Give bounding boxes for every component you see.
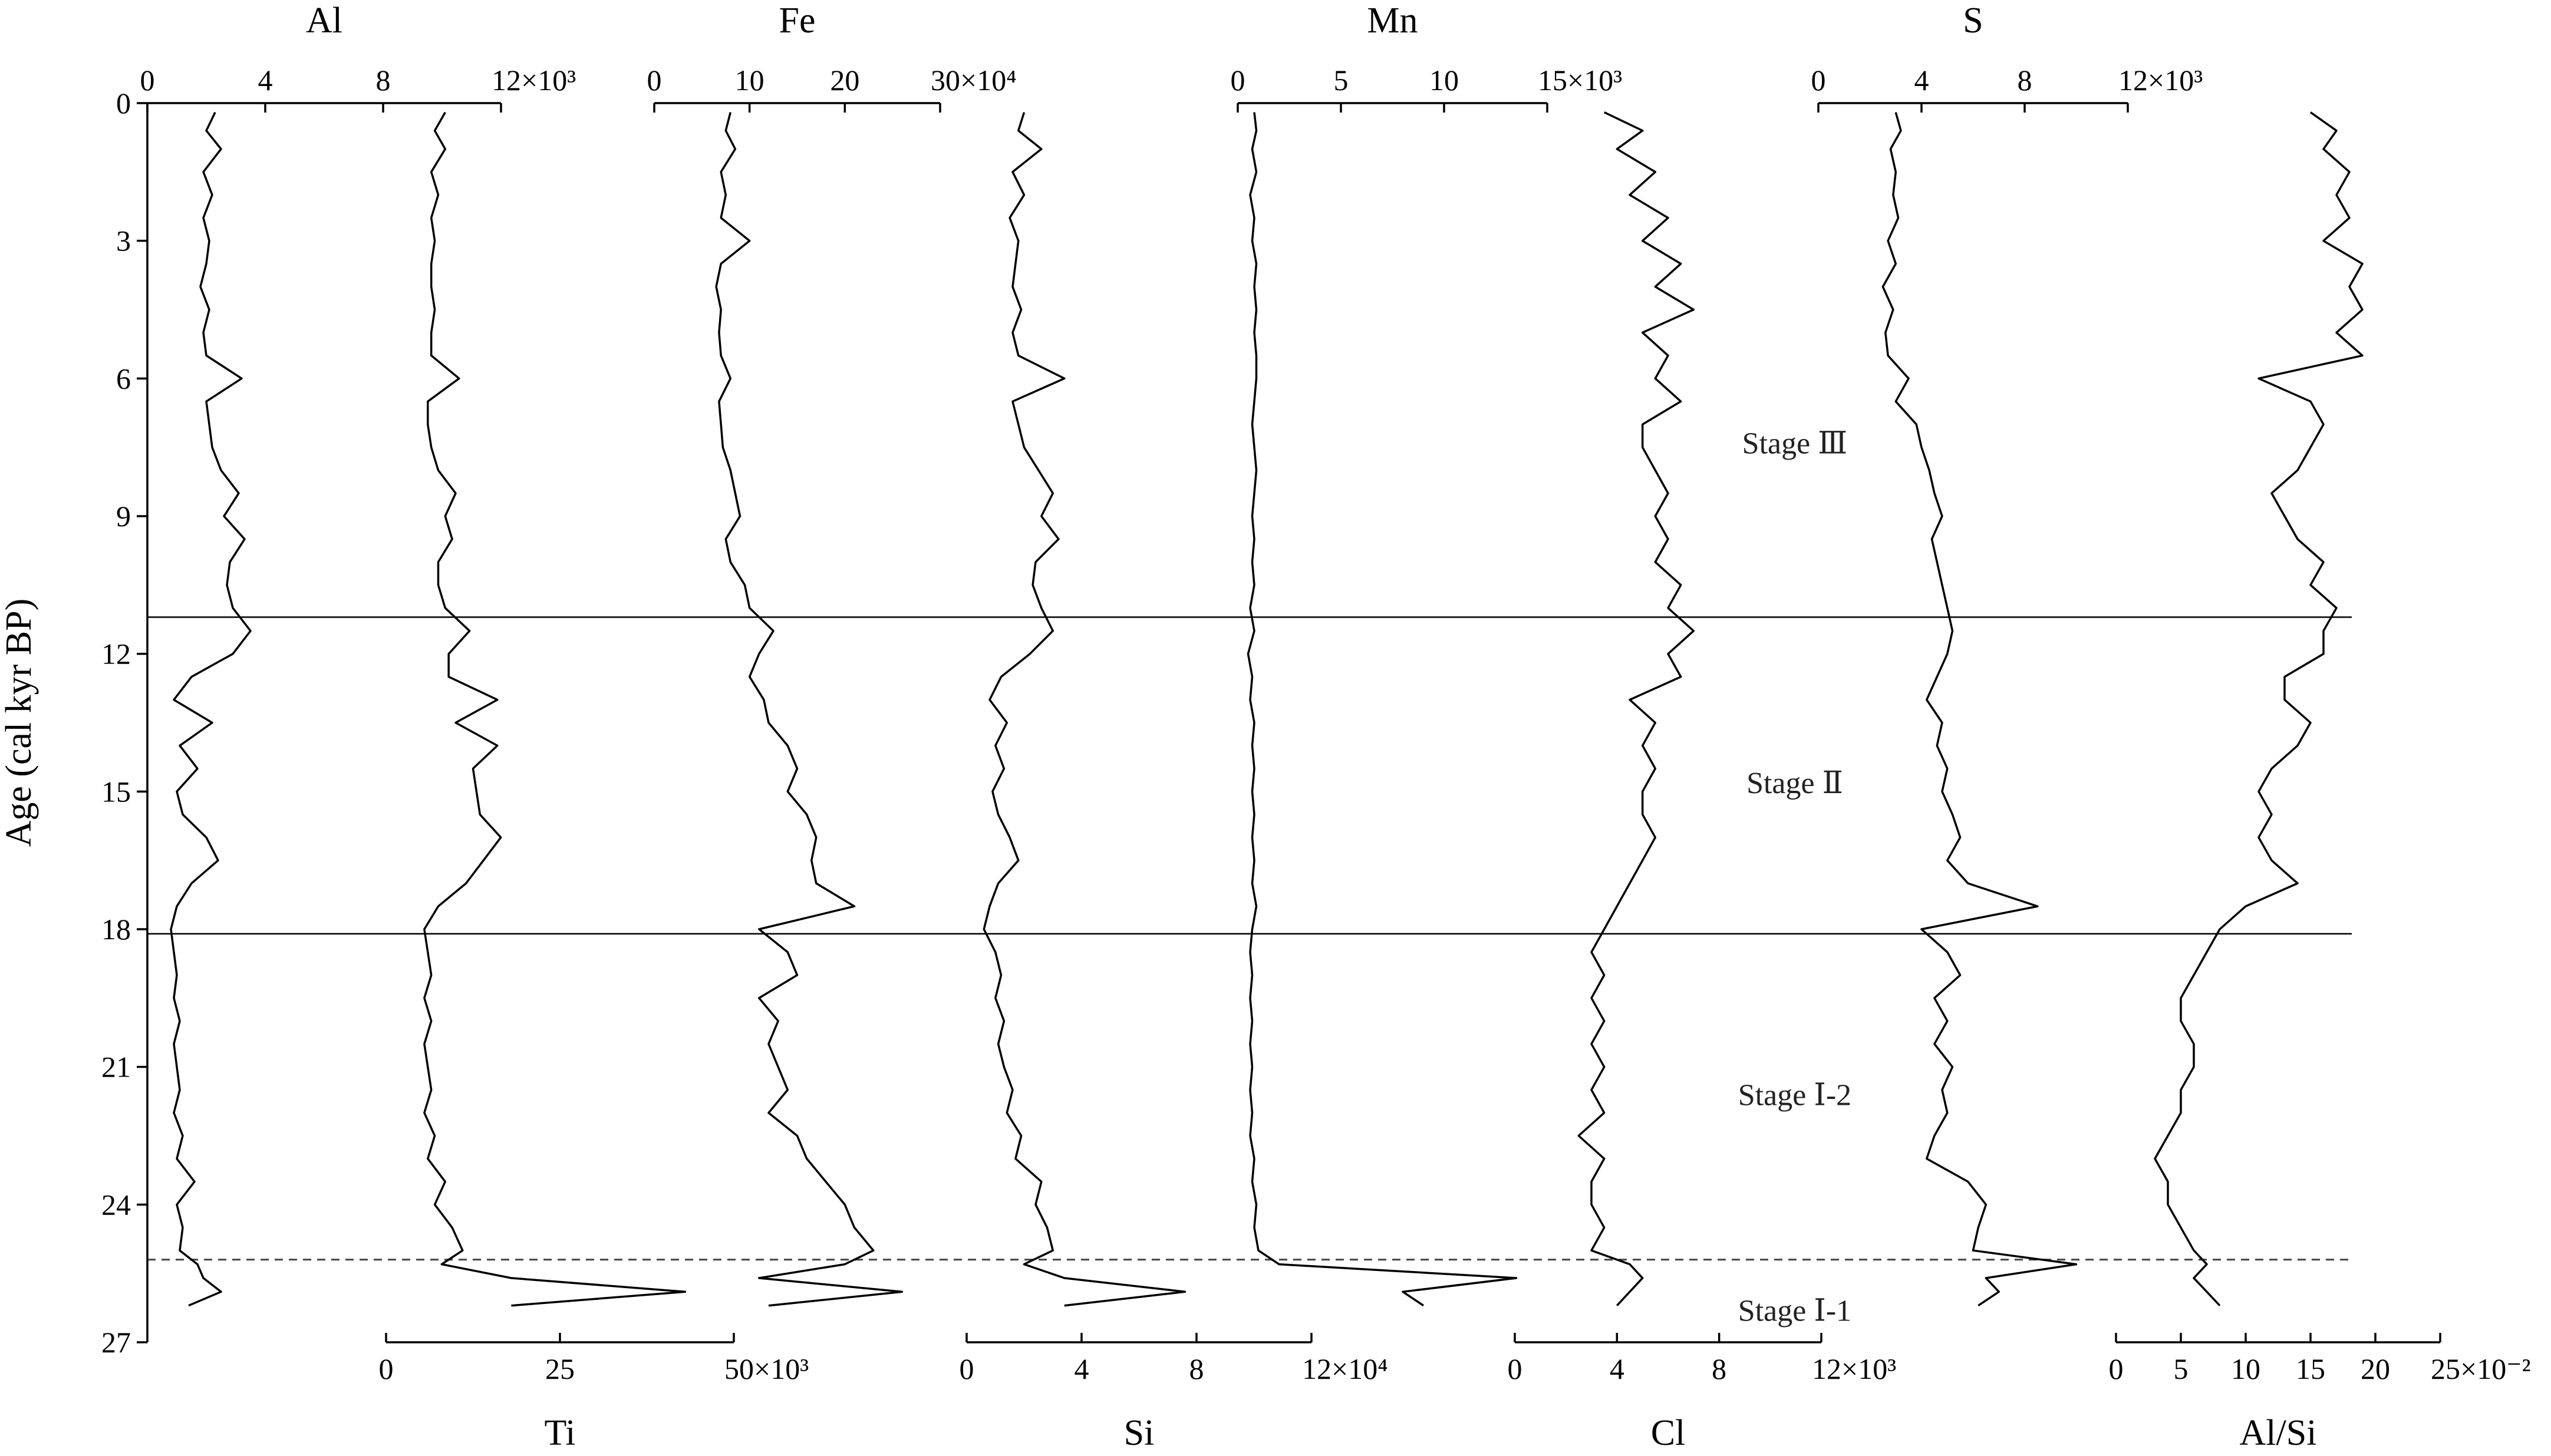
ti-title: Ti (545, 1413, 576, 1453)
al-title: Al (306, 1, 342, 41)
fe-tick-label: 20 (830, 64, 859, 97)
panel-mn: 0 5 10 15×10³ Mn (1231, 1, 1622, 1307)
panel-cl: 0 4 8 12×10³ Cl (1508, 111, 1896, 1453)
si-series-line (983, 112, 1186, 1307)
cl-tick-label: 4 (1610, 1352, 1624, 1385)
stage-label: Stage Ⅰ-1 (1738, 1294, 1851, 1328)
age-tick-label: 12 (101, 638, 131, 671)
s-tick-label: 0 (1811, 64, 1826, 97)
fe-tick-label: 30×10⁴ (931, 64, 1017, 97)
mn-title: Mn (1367, 1, 1418, 41)
si-tick-label: 4 (1075, 1352, 1089, 1385)
mn-series-line (1247, 112, 1518, 1307)
si-tick-label: 12×10⁴ (1302, 1352, 1388, 1385)
fe-tick-label: 10 (735, 64, 764, 97)
age-tick-label: 9 (116, 500, 131, 533)
al-si-series-line (2154, 111, 2364, 1306)
stage-label: Stage Ⅲ (1742, 427, 1848, 460)
fe-series-line (715, 112, 904, 1307)
panel-ti: 0 25 50×10³ Ti (379, 111, 809, 1453)
mn-tick-label: 5 (1334, 64, 1349, 97)
ti-series-line (423, 111, 687, 1307)
si-title: Si (1124, 1413, 1155, 1453)
age-tick-label: 6 (116, 362, 131, 395)
al-tick-label: 12×10³ (492, 64, 576, 97)
age-axis: 0 3 6 9 12 15 18 21 24 27 Age (cal kyr BP) (0, 87, 149, 1359)
mn-tick-label: 10 (1429, 64, 1459, 97)
cl-tick-label: 0 (1508, 1352, 1522, 1385)
age-tick-label: 18 (101, 913, 131, 946)
cl-series-line (1577, 111, 1695, 1306)
panel-si: 0 4 8 12×10⁴ Si (960, 112, 1388, 1453)
al-si-title: Al/Si (2240, 1413, 2317, 1453)
cl-title: Cl (1651, 1413, 1686, 1453)
element-panels: 0 4 8 12×10³ Al 0 25 50×10³ Ti 0 10 20 30×10⁴ Fe 0 4 8 12… (140, 1, 2531, 1453)
fe-tick-label: 0 (647, 64, 662, 97)
al-tick-label: 0 (140, 64, 155, 97)
age-tick-label: 24 (101, 1188, 131, 1221)
fe-title: Fe (779, 1, 816, 41)
s-tick-label: 8 (2018, 64, 2032, 97)
s-tick-label: 4 (1914, 64, 1929, 97)
al-si-tick-label: 25×10⁻² (2431, 1352, 2531, 1385)
ti-tick-label: 0 (379, 1352, 394, 1385)
panel-fe: 0 10 20 30×10⁴ Fe (647, 1, 1017, 1307)
al-si-tick-label: 15 (2296, 1352, 2325, 1385)
al-series-line (170, 111, 252, 1307)
panel-al-si: 0 5 10 15 20 25×10⁻² Al/Si (2109, 111, 2531, 1453)
age-tick-label: 3 (116, 224, 131, 257)
al-tick-label: 8 (376, 64, 391, 97)
panel-s: 0 4 8 12×10³ S (1811, 1, 2203, 1307)
mn-tick-label: 15×10³ (1538, 64, 1622, 97)
cl-tick-label: 12×10³ (1812, 1352, 1896, 1385)
age-tick-label: 15 (101, 775, 131, 808)
cl-tick-label: 8 (1712, 1352, 1726, 1385)
al-si-tick-label: 5 (2174, 1352, 2189, 1385)
mn-tick-label: 0 (1231, 64, 1245, 97)
stage-label: Stage Ⅰ-2 (1738, 1078, 1851, 1112)
panel-al: 0 4 8 12×10³ Al (140, 1, 576, 1307)
si-tick-label: 0 (960, 1352, 974, 1385)
ti-tick-label: 50×10³ (724, 1352, 809, 1385)
stage-label: Stage Ⅱ (1746, 767, 1843, 800)
age-axis-label: Age (cal kyr BP) (0, 599, 39, 847)
ti-tick-label: 25 (545, 1352, 575, 1385)
al-si-tick-label: 20 (2361, 1352, 2390, 1385)
al-si-tick-label: 0 (2109, 1352, 2124, 1385)
age-tick-label: 21 (101, 1051, 131, 1084)
age-tick-label: 27 (101, 1326, 131, 1359)
stage-labels: Stage Ⅲ Stage Ⅱ Stage Ⅰ-2 Stage Ⅰ-1 (1738, 427, 1851, 1328)
s-title: S (1963, 1, 1983, 41)
stage-boundaries (147, 616, 2352, 1261)
s-tick-label: 12×10³ (2118, 64, 2203, 97)
s-series-line (1881, 112, 2078, 1307)
al-si-tick-label: 10 (2231, 1352, 2260, 1385)
age-tick-label: 0 (116, 87, 131, 120)
si-tick-label: 8 (1189, 1352, 1204, 1385)
al-tick-label: 4 (258, 64, 273, 97)
